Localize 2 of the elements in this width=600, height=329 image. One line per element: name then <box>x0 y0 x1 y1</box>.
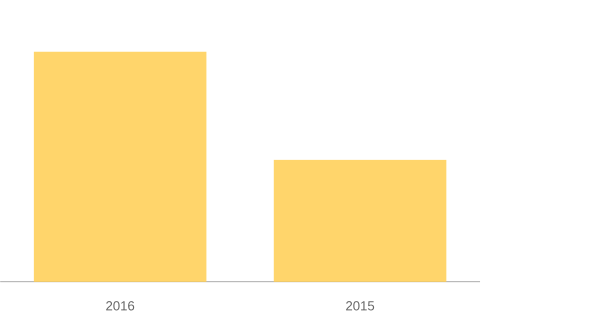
x-tick-label: 2016 <box>106 301 134 311</box>
x-tick-label: 2015 <box>346 301 374 311</box>
